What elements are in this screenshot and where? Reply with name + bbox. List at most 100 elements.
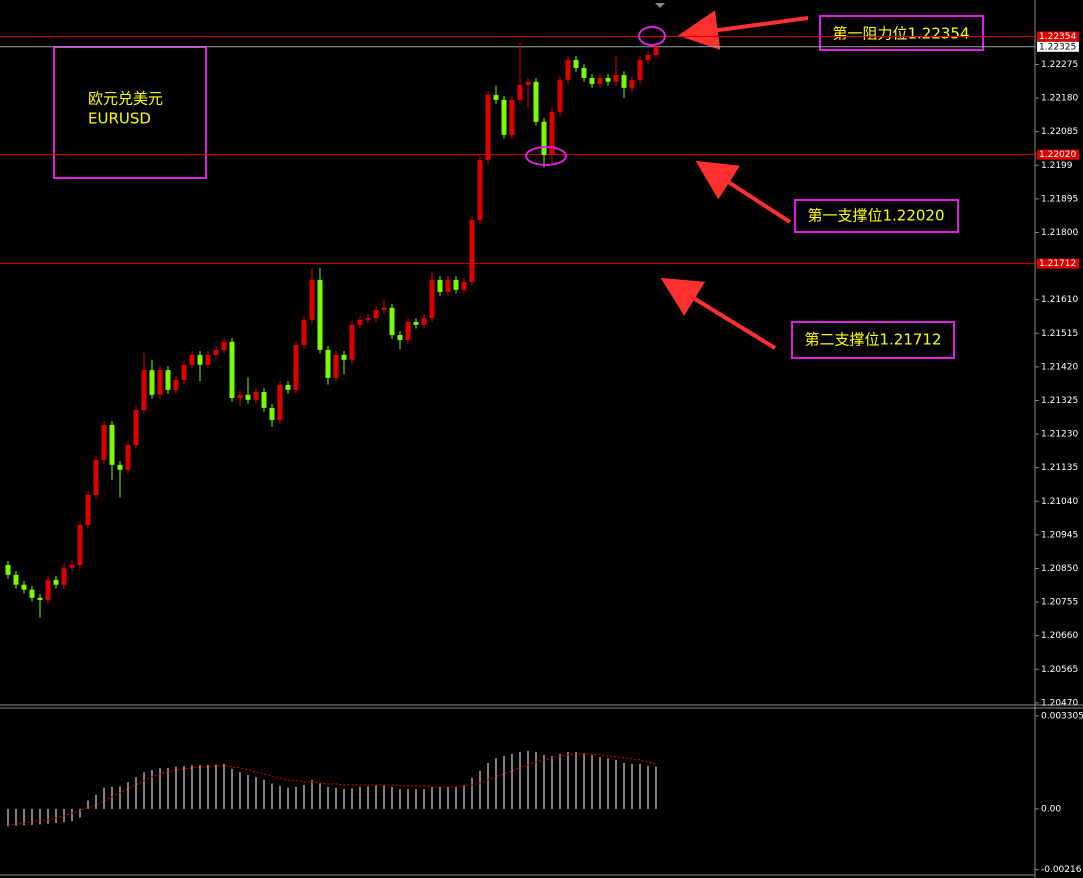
highlight-ellipse bbox=[638, 26, 666, 46]
candle-body bbox=[565, 59, 571, 81]
candle-body bbox=[525, 81, 531, 85]
y-tick-label: 1.21610 bbox=[1041, 295, 1078, 305]
candle-body bbox=[253, 391, 259, 400]
y-tick-label: 1.21420 bbox=[1041, 362, 1078, 372]
annotation-box bbox=[791, 321, 955, 359]
y-tick-label: 0.00 bbox=[1041, 804, 1061, 814]
candle-body bbox=[181, 364, 187, 380]
y-tick-label: 1.21515 bbox=[1041, 329, 1078, 339]
y-tick-label: 1.22180 bbox=[1041, 94, 1078, 104]
candle-body bbox=[93, 459, 99, 495]
candle-body bbox=[341, 354, 347, 360]
candle-body bbox=[637, 59, 643, 81]
candle-body bbox=[45, 579, 51, 600]
y-tick-label: 1.20565 bbox=[1041, 665, 1078, 675]
candle-body bbox=[645, 54, 651, 60]
candle-body bbox=[621, 75, 627, 88]
candle-body bbox=[13, 574, 19, 585]
y-tick-label: 1.21230 bbox=[1041, 430, 1078, 440]
candle-body bbox=[229, 341, 235, 399]
candle-body bbox=[109, 424, 115, 465]
y-tick-label: -0.00216 bbox=[1041, 865, 1082, 875]
candle-body bbox=[397, 335, 403, 340]
candle-body bbox=[221, 341, 227, 350]
y-tick-label: 1.21135 bbox=[1041, 463, 1078, 473]
candle-body bbox=[549, 111, 555, 156]
candle-body bbox=[61, 567, 67, 585]
candle-body bbox=[293, 344, 299, 390]
candle-body bbox=[477, 159, 483, 221]
candle-body bbox=[365, 318, 371, 320]
candle-body bbox=[21, 584, 27, 590]
level-tag bbox=[1037, 149, 1079, 160]
candle-body bbox=[349, 324, 355, 360]
candle-body bbox=[405, 321, 411, 340]
candle-body bbox=[501, 99, 507, 135]
highlight-ellipse bbox=[525, 146, 567, 166]
y-tick-label: 1.21040 bbox=[1041, 497, 1078, 507]
candle-body bbox=[605, 77, 611, 82]
candle-body bbox=[237, 394, 243, 399]
y-tick-label: 1.2199 bbox=[1041, 161, 1073, 171]
arrow bbox=[678, 10, 809, 51]
candle-body bbox=[509, 99, 515, 135]
candle-body bbox=[37, 597, 43, 600]
candle-body bbox=[429, 279, 435, 319]
y-tick-label: 1.21800 bbox=[1041, 228, 1078, 238]
y-tick-label: 1.20470 bbox=[1041, 698, 1078, 708]
candle-body bbox=[421, 318, 427, 325]
candle-body bbox=[141, 370, 147, 411]
arrow bbox=[695, 160, 792, 224]
candle-body bbox=[485, 94, 491, 160]
y-tick-label: 1.22275 bbox=[1041, 60, 1078, 70]
candle-body bbox=[29, 589, 35, 598]
candle-body bbox=[613, 75, 619, 82]
candle-body bbox=[69, 564, 75, 568]
candle-body bbox=[357, 319, 363, 325]
candle-body bbox=[573, 59, 579, 69]
y-tick-label: 1.20945 bbox=[1041, 530, 1078, 540]
last-price-label: 1.22325 bbox=[1039, 42, 1076, 52]
candle-body bbox=[413, 321, 419, 325]
candle-body bbox=[557, 80, 563, 112]
candle-body bbox=[5, 564, 11, 575]
candle-body bbox=[493, 94, 499, 100]
candle-body bbox=[133, 410, 139, 446]
candle-body bbox=[245, 394, 251, 400]
plot: 1.22275 1.22180 1.22085 1.2199 1.21895 1.2180… bbox=[0, 31, 1083, 875]
annotation-text: 欧元兑美元 bbox=[88, 90, 163, 108]
candle-body bbox=[381, 307, 387, 310]
annotation-text: EURUSD bbox=[88, 110, 151, 128]
candle-body bbox=[125, 445, 131, 470]
candle-body bbox=[517, 84, 523, 100]
candle-body bbox=[77, 524, 83, 565]
y-tick-label: 1.22085 bbox=[1041, 127, 1078, 137]
candle-body bbox=[653, 46, 659, 55]
candle-body bbox=[445, 279, 451, 292]
level-tag bbox=[1037, 258, 1079, 269]
level-tag bbox=[1037, 31, 1079, 42]
candle-body bbox=[149, 370, 155, 395]
candle-body bbox=[285, 384, 291, 390]
y-tick-label: 1.20660 bbox=[1041, 631, 1078, 641]
candle-body bbox=[173, 379, 179, 390]
candle-body bbox=[597, 77, 603, 84]
candle-body bbox=[197, 354, 203, 365]
candle-body bbox=[461, 281, 467, 290]
y-tick-label: 1.20850 bbox=[1041, 564, 1078, 574]
candle-body bbox=[117, 464, 123, 470]
candle-body bbox=[53, 579, 59, 585]
candle-body bbox=[261, 391, 267, 408]
candle-body bbox=[389, 307, 395, 336]
candle-body bbox=[269, 407, 275, 420]
candle-body bbox=[469, 220, 475, 282]
annotation-text: 第一阻力位1.22354 bbox=[832, 25, 969, 43]
candle-body bbox=[589, 77, 595, 84]
candle-body bbox=[165, 370, 171, 390]
level-label: 1.21712 bbox=[1039, 259, 1076, 269]
candle-body bbox=[325, 349, 331, 378]
level-label: 1.22020 bbox=[1039, 150, 1076, 160]
arrow bbox=[660, 277, 777, 350]
candle-body bbox=[453, 279, 459, 290]
